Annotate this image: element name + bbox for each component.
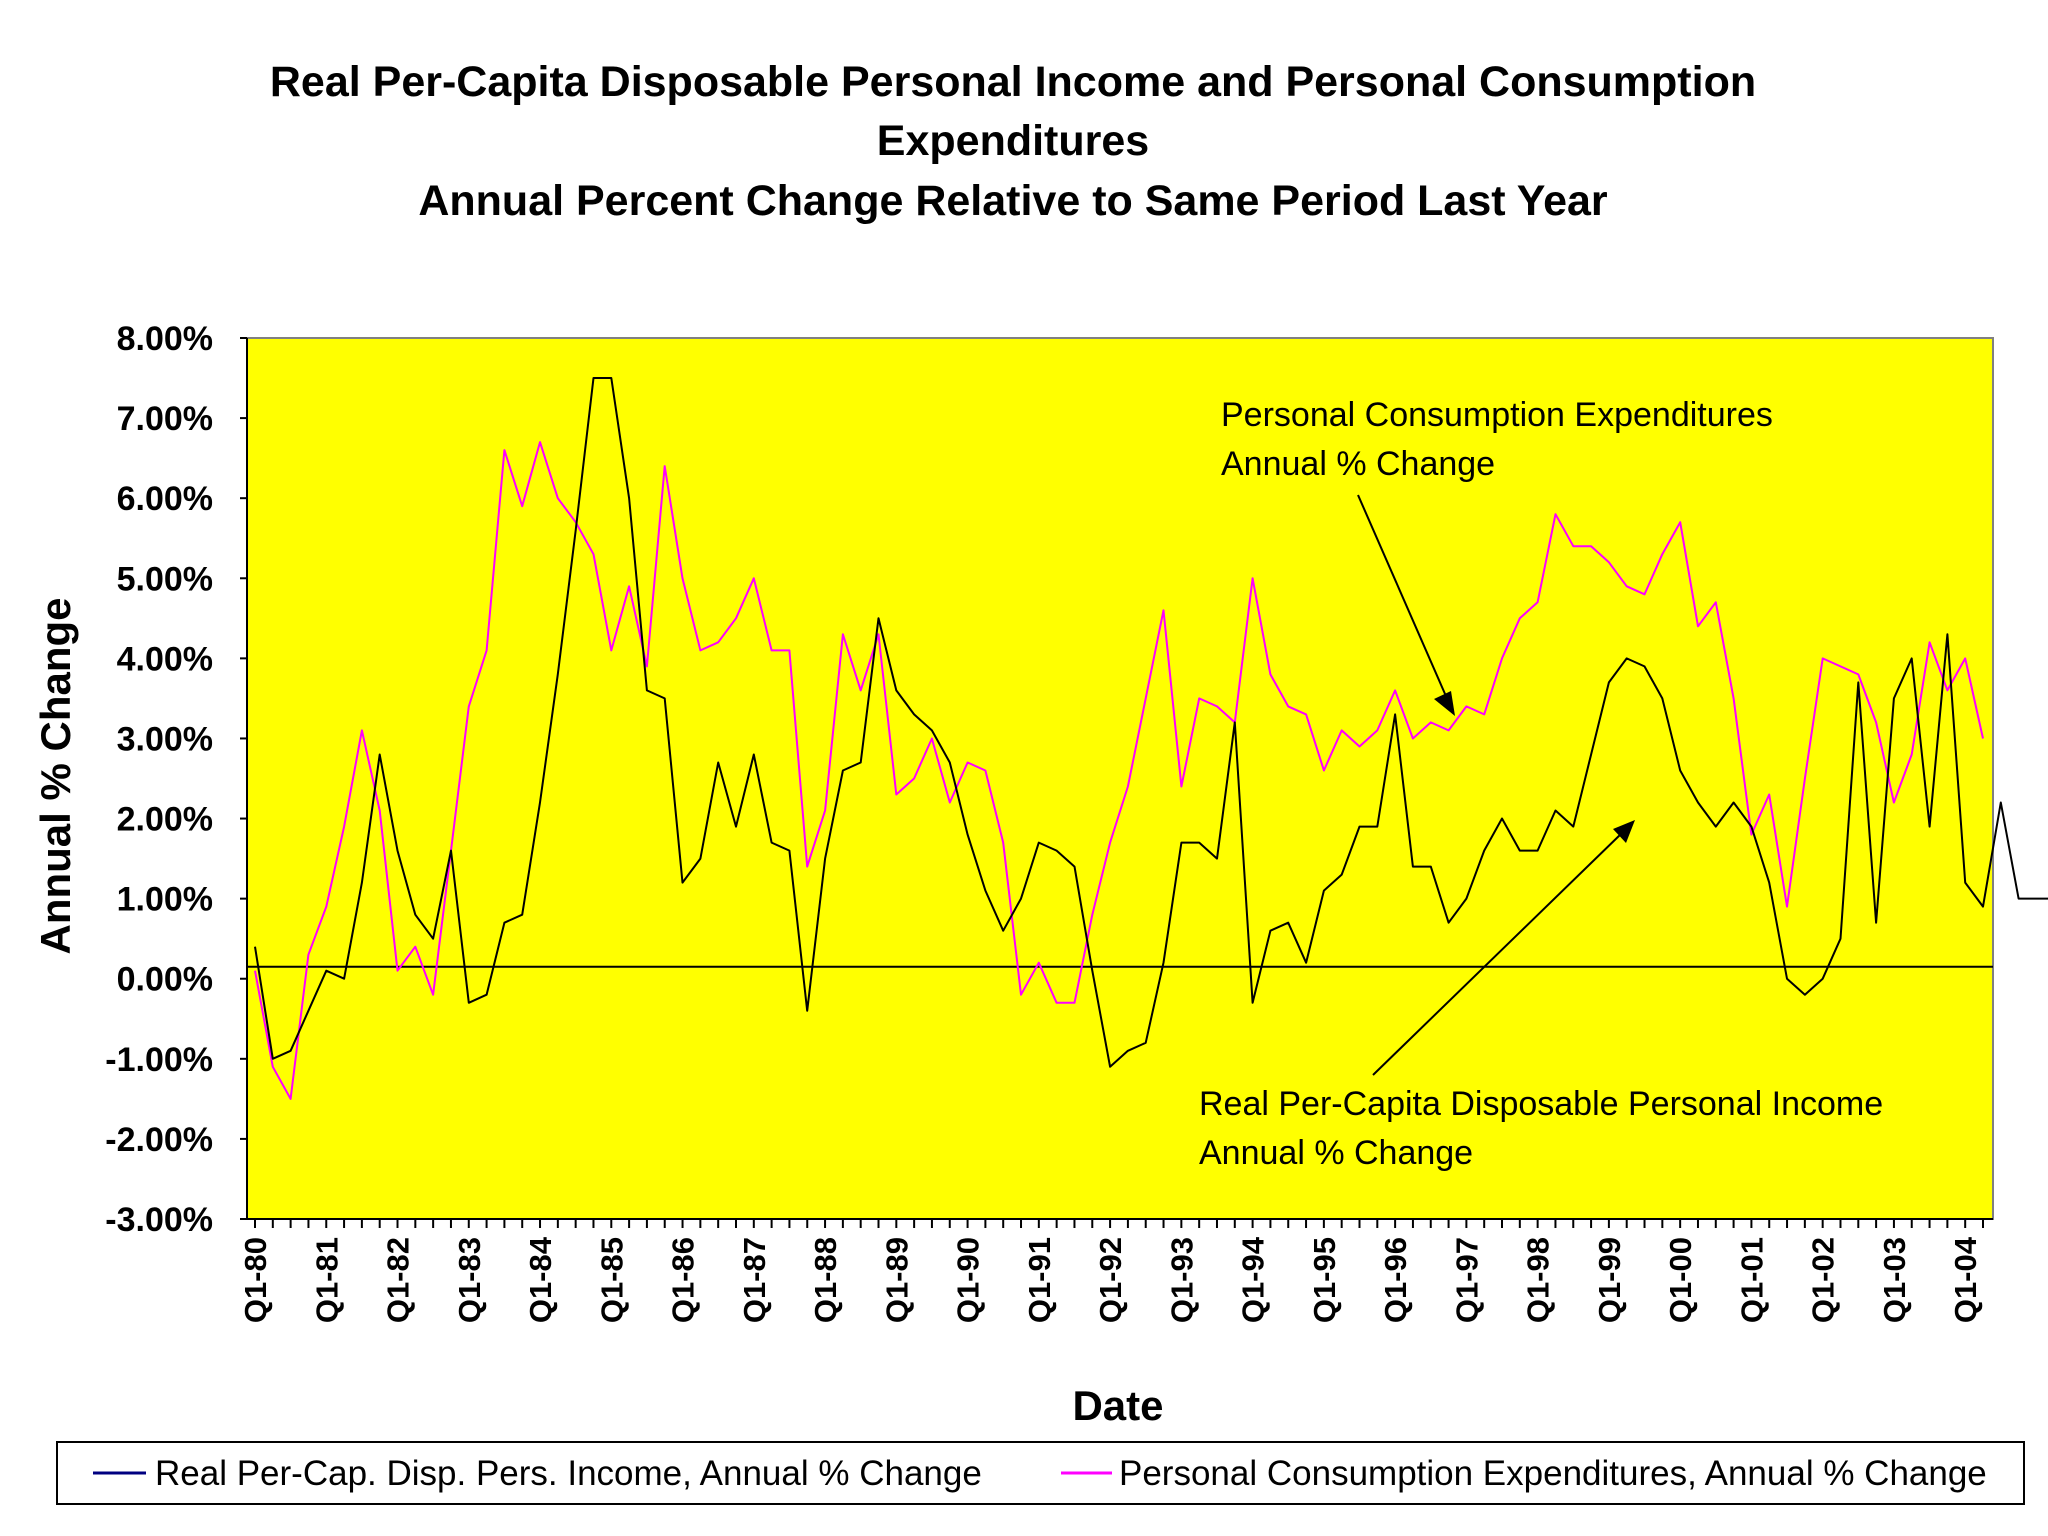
x-tick-label: Q1-88 <box>808 1237 843 1323</box>
x-tick-label: Q1-87 <box>737 1237 772 1323</box>
x-tick-label: Q1-02 <box>1806 1237 1841 1323</box>
x-tick-label: Q1-95 <box>1307 1237 1342 1323</box>
legend-label-pce: Personal Consumption Expenditures, Annua… <box>1119 1454 1987 1493</box>
x-tick-label: Q1-86 <box>666 1237 701 1323</box>
x-tick-label: Q1-80 <box>238 1237 273 1323</box>
chart-title-line-3: Annual Percent Change Relative to Same P… <box>418 177 1608 225</box>
legend-label-income: Real Per-Cap. Disp. Pers. Income, Annual… <box>155 1454 982 1493</box>
plot-area <box>246 337 1994 1220</box>
annotation-pce-line-1: Personal Consumption Expenditures <box>1221 396 1773 434</box>
x-tick-label: Q1-03 <box>1877 1237 1912 1323</box>
y-tick-label: 1.00% <box>117 881 213 919</box>
y-tick-label: 7.00% <box>117 400 213 438</box>
y-tick-label: 6.00% <box>117 480 213 518</box>
x-tick-label: Q1-96 <box>1378 1237 1413 1323</box>
annotation-income-arrow <box>1372 831 1624 1076</box>
x-tick-label: Q1-83 <box>452 1237 487 1323</box>
x-tick-label: Q1-84 <box>523 1236 558 1323</box>
legend: Real Per-Cap. Disp. Pers. Income, Annual… <box>56 1441 2025 1505</box>
x-tick-label: Q1-93 <box>1164 1237 1199 1323</box>
chart-title-line-2: Expenditures <box>877 117 1149 165</box>
y-tick-label: -3.00% <box>105 1201 213 1239</box>
y-tick-label: 0.00% <box>117 961 213 999</box>
annotation-pce-arrowhead <box>1434 691 1455 716</box>
y-tick-label: -2.00% <box>105 1121 213 1159</box>
x-tick-label: Q1-91 <box>1022 1237 1057 1323</box>
x-axis-label: Date <box>1072 1382 1163 1429</box>
x-tick-label: Q1-92 <box>1093 1237 1128 1323</box>
annotation-pce: Personal Consumption Expenditures Annual… <box>1221 396 1773 716</box>
y-tick-label: 3.00% <box>117 720 213 758</box>
annotation-pce-arrow <box>1357 494 1450 704</box>
x-tick-label: Q1-00 <box>1663 1237 1698 1323</box>
annotation-income-arrowhead <box>1613 820 1635 843</box>
y-tick-label: 5.00% <box>117 560 213 598</box>
y-axis: 8.00% 7.00% 6.00% 5.00% 4.00% 3.00% 2.00% 1.00%… <box>105 320 248 1239</box>
x-axis: Q1-80 Q1-81 Q1-82 Q1-83 Q1-84 Q1-85 Q1-86 Q1-87… <box>238 1218 1993 1323</box>
annotation-income: Real Per-Capita Disposable Personal Inco… <box>1199 820 1883 1172</box>
annotation-income-line-2: Annual % Change <box>1199 1134 1473 1172</box>
y-tick-label: 2.00% <box>117 801 213 839</box>
annotation-income-line-1: Real Per-Capita Disposable Personal Inco… <box>1199 1085 1883 1123</box>
x-tick-label: Q1-99 <box>1592 1237 1627 1323</box>
x-tick-label: Q1-82 <box>381 1237 416 1323</box>
series-line-pce <box>254 441 1984 1100</box>
x-tick-label: Q1-01 <box>1734 1237 1769 1323</box>
series-layer <box>254 377 2048 1100</box>
x-tick-label: Q1-97 <box>1449 1237 1484 1323</box>
x-tick-label: Q1-90 <box>951 1237 986 1323</box>
series-line-income <box>254 377 2048 1068</box>
y-tick-label: -1.00% <box>105 1041 213 1079</box>
x-tick-label: Q1-04 <box>1948 1236 1983 1323</box>
legend-box <box>56 1441 2025 1505</box>
x-tick-label: Q1-98 <box>1521 1237 1556 1323</box>
y-tick-label: 8.00% <box>117 320 213 358</box>
chart-title-line-1: Real Per-Capita Disposable Personal Inco… <box>270 58 1756 106</box>
y-tick-label: 4.00% <box>117 640 213 678</box>
x-tick-label: Q1-94 <box>1236 1236 1271 1323</box>
y-axis-label: Annual % Change <box>32 597 79 954</box>
x-tick-label: Q1-85 <box>594 1237 629 1323</box>
x-tick-label: Q1-89 <box>879 1237 914 1323</box>
x-tick-label: Q1-81 <box>309 1237 344 1323</box>
annotation-pce-line-2: Annual % Change <box>1221 445 1495 483</box>
